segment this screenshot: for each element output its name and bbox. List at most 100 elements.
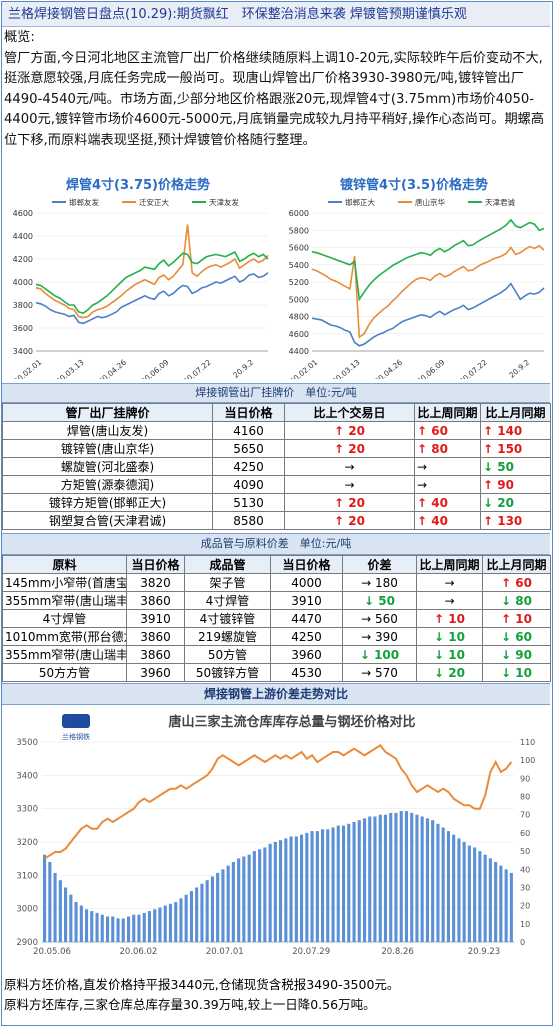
stock-bar (121, 918, 125, 942)
arrow-up-icon: ↑ (483, 477, 498, 492)
today-price: 5650 (212, 439, 285, 458)
vs-prev-day-value: 20 (348, 423, 365, 438)
factory-price-table: 管厂出厂挂牌价 当日价格 比上个交易日 比上周同期 比上月同期 焊管(唐山友发) 4160… (2, 403, 551, 530)
vs-prev-month: ↑ 130 (480, 511, 551, 530)
x-tick-label: 20.02.01 (288, 357, 320, 379)
stock-bar (294, 836, 298, 942)
series-line-2 (35, 224, 269, 319)
y-tick-label: 3000 (16, 905, 38, 915)
vs-prev-week: ↑ 60 (414, 421, 481, 440)
arrow-right-icon: → (444, 575, 455, 590)
logo-mark (62, 714, 90, 728)
price-spread-value: 50 (378, 593, 395, 608)
stock-bar (184, 894, 188, 942)
vs-prev-week-value: 80 (431, 441, 448, 456)
stock-bar (137, 914, 141, 942)
y-tick-label: 6000 (289, 209, 309, 218)
arrow-up-icon: ↑ (417, 495, 432, 510)
stock-bar (237, 858, 241, 942)
stock-bar (132, 914, 136, 942)
galv-pipe-chart: 镀锌管4寸(3.5)价格走势 邯郸正大 唐山京华 天津君诚 4400 4600 4800 50… (278, 171, 550, 379)
x-tick-label: 20.06.02 (119, 947, 157, 957)
finished-price: 3910 (270, 591, 343, 610)
stock-bar (404, 811, 408, 942)
price-spread-value: 570 (374, 665, 398, 680)
arrow-down-icon: ↓ (501, 629, 516, 644)
y-tick-label: 3100 (16, 871, 38, 881)
vs-prev-month: ↓ 50 (480, 457, 551, 476)
arrow-right-icon: → (361, 611, 375, 626)
stock-bar (221, 869, 225, 942)
summary: 概览: 管厂方面,今日河北地区主流管厂出厂价格继续随原料上调10-20元,实际较… (4, 28, 548, 151)
spread-section-title: 成品管与原料价差 单位:元/吨 (2, 533, 550, 555)
stock-bar (499, 865, 503, 942)
stock-bar (127, 916, 131, 942)
stock-bar (509, 872, 513, 942)
table-row: 钢塑复合管(天津君诚) 8580 ↑ 20 ↑ 40 ↑ 130 (2, 511, 551, 530)
y2-tick-label: 60 (520, 829, 530, 838)
price-spread: ↓ 50 (342, 591, 417, 610)
x-tick-label: 20.9.2 (507, 357, 531, 379)
finished-pipe: 219螺旋管 (184, 627, 271, 646)
vs-prev-month-value: 20 (497, 495, 514, 510)
stock-bar (305, 832, 309, 942)
finished-pipe: 架子管 (184, 573, 271, 592)
table-row: 4寸焊管 3910 4寸镀锌管 4470 → 560 ↑ 10 ↑ 10 (2, 609, 551, 628)
legend-label-1: 邯郸友发 (69, 197, 99, 207)
vs-prev-month: ↓ 80 (482, 591, 551, 610)
arrow-up-icon: ↑ (434, 611, 449, 626)
factory-section-title: 焊接钢管出厂挂牌价 单位:元/吨 (2, 383, 550, 403)
vs-prev-day: ↑ 20 (284, 421, 415, 440)
price-spread: → 570 (342, 663, 417, 682)
x-tick-label: 20.9.23 (468, 947, 500, 957)
vs-prev-month: ↓ 10 (482, 663, 551, 682)
column-header-3: 成品管 (184, 555, 271, 574)
stock-bar (436, 823, 440, 942)
raw-material: 355mm窄带(唐山瑞丰) (2, 591, 127, 610)
raw-material: 50方方管 (2, 663, 127, 682)
y-tick-label: 4600 (289, 330, 309, 339)
vs-prev-month-value: 150 (497, 441, 523, 456)
stock-bar (158, 907, 162, 942)
y-tick-label: 3400 (13, 347, 33, 356)
raw-price: 3860 (126, 591, 185, 610)
arrow-up-icon: ↑ (417, 423, 432, 438)
stock-bar (357, 820, 361, 942)
y-tick-label: 4800 (289, 313, 309, 322)
stock-bar (279, 840, 283, 942)
spread-table-header: 原料 当日价格 成品管 当日价格 价差 比上周同期 比上月同期 (2, 555, 551, 574)
stock-bar (147, 911, 151, 942)
stock-bar (231, 862, 235, 942)
column-header-1: 管厂出厂挂牌价 (2, 403, 213, 422)
finished-pipe: 50方管 (184, 645, 271, 664)
finished-price: 4000 (270, 573, 343, 592)
vs-prev-week-value: 20 (448, 665, 465, 680)
stock-bar (431, 820, 435, 942)
footer-line-2: 原料方坯库存,三家仓库总库存量30.39万吨,较上一日降0.56万吨。 (4, 997, 376, 1012)
x-tick-label: 20.07.01 (206, 947, 244, 957)
y-tick-label: 4200 (13, 255, 33, 264)
stock-bar (100, 914, 104, 942)
stock-bar (153, 909, 157, 942)
stock-bar (195, 887, 199, 942)
finished-price: 4530 (270, 663, 343, 682)
vs-prev-day-value: 20 (348, 513, 365, 528)
x-tick-label: 20.07.29 (292, 947, 330, 957)
product-name: 钢塑复合管(天津君诚) (2, 511, 213, 530)
vs-prev-month-value: 10 (515, 665, 532, 680)
arrow-up-icon: ↑ (501, 575, 516, 590)
arrow-up-icon: ↑ (334, 423, 349, 438)
arrow-up-icon: ↑ (334, 513, 349, 528)
column-header-5: 价差 (342, 555, 417, 574)
y-tick-label: 5200 (289, 278, 309, 287)
vs-prev-month-value: 80 (515, 593, 532, 608)
stock-bar (168, 903, 172, 942)
vs-prev-month: ↓ 60 (482, 627, 551, 646)
vs-prev-week-value: 60 (431, 423, 448, 438)
series-line-1 (35, 272, 269, 325)
y-tick-label: 2900 (16, 938, 38, 948)
x-tick-label: 20.04.26 (373, 357, 405, 379)
factory-table-header: 管厂出厂挂牌价 当日价格 比上个交易日 比上周同期 比上月同期 (2, 403, 551, 422)
